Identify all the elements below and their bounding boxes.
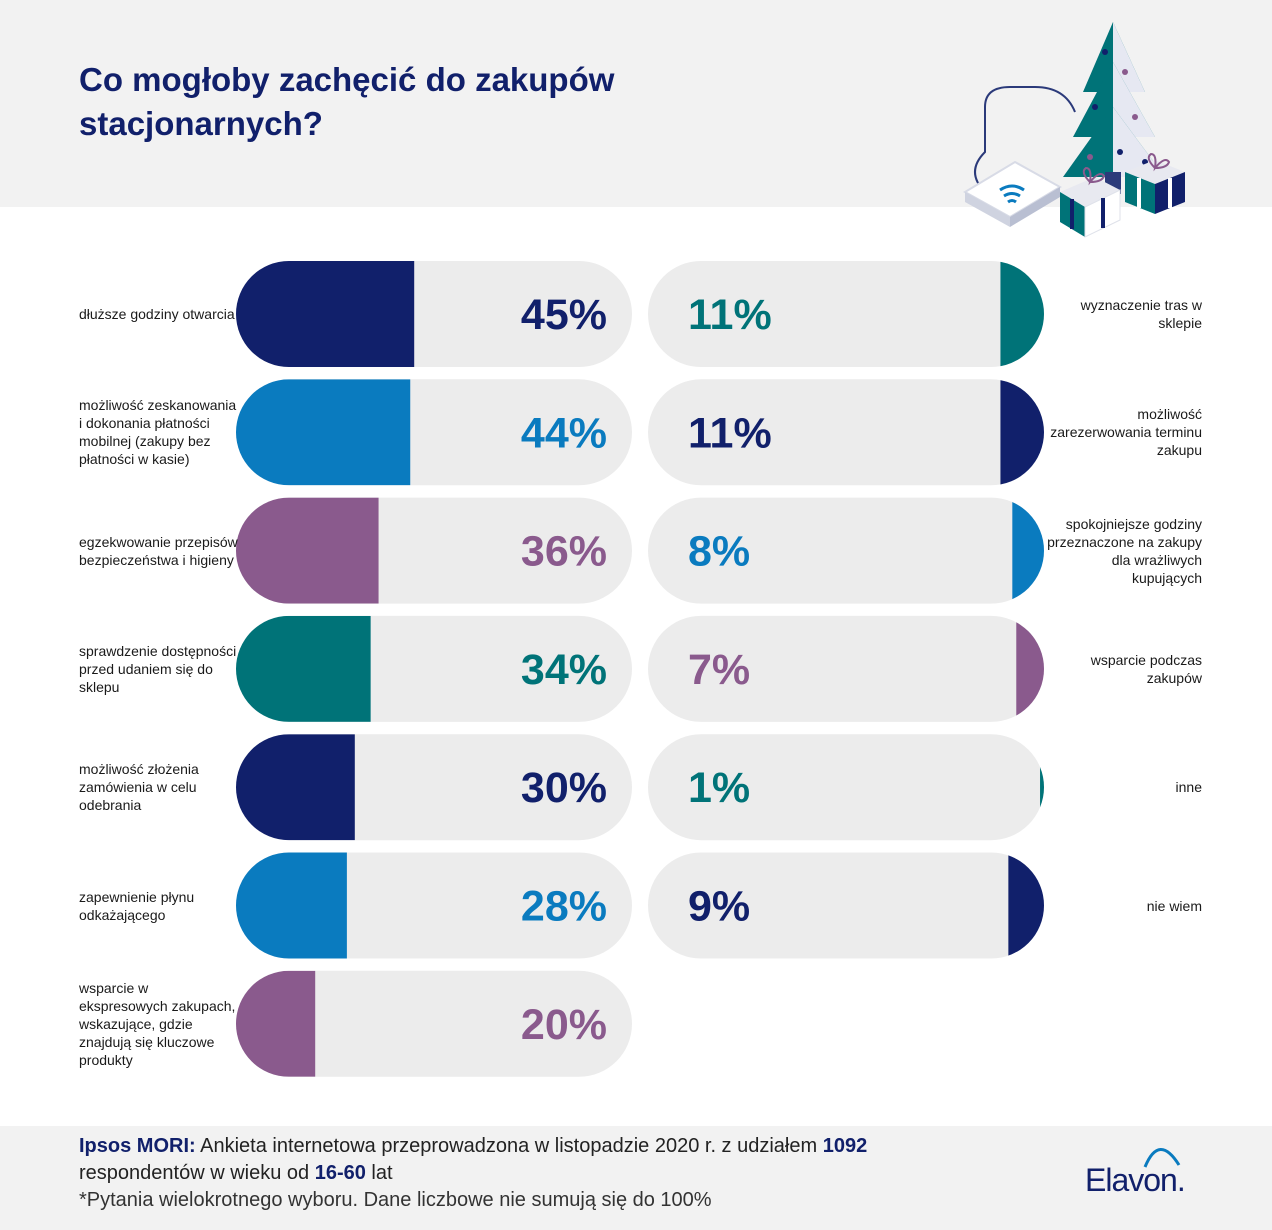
bar-fill bbox=[236, 734, 355, 841]
footer-band bbox=[0, 1126, 1272, 1230]
category-label: wsparcie podczas zakupów bbox=[1090, 651, 1202, 686]
bar-left-3: 36% bbox=[236, 497, 632, 604]
category-label: możliwość złożenia zamówienia w celu ode… bbox=[79, 761, 199, 814]
bar-fill bbox=[1040, 734, 1044, 841]
value-label: 11% bbox=[688, 291, 772, 339]
category-label: możliwość zarezerwowania terminu zakupu bbox=[1050, 406, 1202, 459]
category-label: wsparcie w ekspresowych zakupach, wskazu… bbox=[79, 979, 236, 1068]
bar-left-5: 30% bbox=[236, 734, 632, 841]
value-label: 34% bbox=[521, 646, 607, 694]
bar-fill bbox=[1008, 852, 1044, 959]
value-label: 1% bbox=[688, 764, 750, 812]
bar-right-2: 11% bbox=[648, 379, 1044, 486]
bar-fill bbox=[1000, 261, 1044, 367]
bar-right-4: 7% bbox=[648, 615, 1044, 722]
bar-left-4: 34% bbox=[236, 615, 632, 722]
source-text-c: lat bbox=[365, 1162, 393, 1184]
bar-track bbox=[648, 261, 1044, 367]
brand-logo: Elavon. bbox=[1085, 1162, 1186, 1198]
value-label: 36% bbox=[521, 528, 607, 576]
bar-fill bbox=[236, 261, 415, 367]
gift-icon-2 bbox=[1125, 152, 1185, 214]
chart-title: Co mogłoby zachęcić do zakupów stacjonar… bbox=[79, 61, 615, 142]
category-label: możliwość zeskanowania i dokonania płatn… bbox=[79, 397, 237, 468]
bar-track bbox=[648, 852, 1044, 959]
value-label: 11% bbox=[688, 409, 772, 457]
elavon-swoosh-icon bbox=[1143, 1148, 1181, 1168]
category-label: spokojniejsze godziny przeznaczone na za… bbox=[1047, 515, 1202, 586]
category-label: wyznaczenie tras w sklepie bbox=[1080, 297, 1202, 331]
value-label: 44% bbox=[521, 409, 607, 457]
source-text-b: respondentów w wieku od bbox=[79, 1162, 315, 1184]
value-label: 30% bbox=[521, 764, 607, 812]
source-text-a: Ankieta internetowa przeprowadzona w lis… bbox=[195, 1135, 823, 1157]
bar-track bbox=[236, 970, 632, 1077]
card-terminal-icon bbox=[963, 160, 1062, 227]
value-label: 7% bbox=[688, 646, 750, 694]
bar-left-6: 28% bbox=[236, 852, 632, 959]
bar-right-1: 11% bbox=[648, 261, 1044, 367]
bar-right-6: 9% bbox=[648, 852, 1044, 959]
bar-fill bbox=[236, 852, 347, 959]
source-line-1: Ipsos MORI: Ankieta internetowa przeprow… bbox=[79, 1134, 867, 1158]
footnote: *Pytania wielokrotnego wyboru. Dane licz… bbox=[79, 1189, 712, 1211]
source-name: Ipsos MORI: bbox=[79, 1135, 196, 1157]
christmas-tree-illustration bbox=[963, 22, 1185, 238]
category-label: sprawdzenie dostępności przed udaniem si… bbox=[79, 642, 237, 695]
category-label: zapewnienie płynu odkażającego bbox=[79, 888, 195, 923]
bar-fill bbox=[236, 615, 371, 722]
bar-right-3: 8% bbox=[648, 497, 1044, 604]
category-label: egzekwowanie przepisów bezpieczeństwa i … bbox=[79, 533, 238, 568]
category-label: nie wiem bbox=[1146, 897, 1202, 914]
bar-left-1: 45% bbox=[236, 261, 632, 367]
category-label: inne bbox=[1175, 779, 1202, 796]
bar-fill bbox=[1016, 615, 1044, 722]
bar-track bbox=[648, 734, 1044, 841]
value-label: 45% bbox=[521, 291, 607, 339]
respondent-count: 1092 bbox=[822, 1135, 868, 1157]
tree-icon bbox=[1063, 22, 1165, 194]
bar-fill bbox=[236, 379, 411, 486]
bar-right-5: 1% bbox=[648, 734, 1044, 841]
bar-fill bbox=[236, 970, 316, 1077]
bar-left-7: 20% bbox=[236, 970, 632, 1077]
bar-fill bbox=[1000, 379, 1044, 486]
source-line-2: respondentów w wieku od 16-60 lat bbox=[79, 1161, 393, 1185]
bar-fill bbox=[1012, 497, 1044, 604]
bar-track bbox=[648, 497, 1044, 604]
value-label: 20% bbox=[521, 1001, 607, 1049]
header-band bbox=[0, 0, 1272, 207]
category-label: dłuższe godziny otwarcia bbox=[79, 306, 235, 322]
value-label: 28% bbox=[521, 883, 607, 931]
gift-icon bbox=[1060, 166, 1121, 238]
bar-left-2: 44% bbox=[236, 379, 632, 486]
age-range: 16-60 bbox=[314, 1162, 366, 1184]
bar-fill bbox=[236, 497, 379, 604]
bar-track bbox=[648, 615, 1044, 722]
value-label: 9% bbox=[688, 883, 750, 931]
value-label: 8% bbox=[688, 528, 750, 576]
bar-track bbox=[648, 379, 1044, 486]
